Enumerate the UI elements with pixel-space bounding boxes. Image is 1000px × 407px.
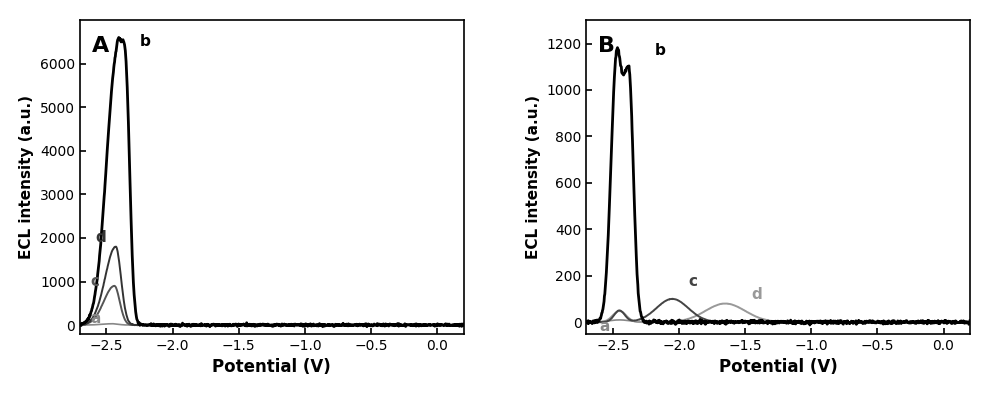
Text: b: b xyxy=(140,35,150,50)
Text: B: B xyxy=(598,36,615,56)
Text: A: A xyxy=(92,36,109,56)
Text: c: c xyxy=(688,274,697,289)
Text: d: d xyxy=(752,287,762,302)
Y-axis label: ECL intensity (a.u.): ECL intensity (a.u.) xyxy=(526,95,541,259)
Text: d: d xyxy=(96,230,107,245)
Text: a: a xyxy=(91,311,101,326)
X-axis label: Potential (V): Potential (V) xyxy=(212,358,331,376)
Text: a: a xyxy=(600,319,610,335)
Y-axis label: ECL intensity (a.u.): ECL intensity (a.u.) xyxy=(19,95,34,259)
X-axis label: Potential (V): Potential (V) xyxy=(719,358,838,376)
Text: c: c xyxy=(91,274,100,289)
Text: b: b xyxy=(655,43,666,58)
